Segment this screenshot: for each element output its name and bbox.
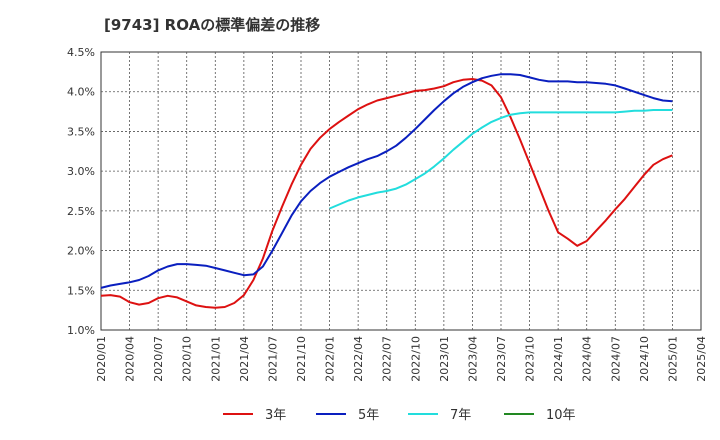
- x-tick-label: 2021/07: [266, 336, 279, 382]
- x-tick-label: 2022/07: [381, 336, 394, 382]
- y-tick-label: 3.5%: [67, 125, 95, 138]
- x-tick-label: 2021/01: [209, 336, 222, 382]
- series-line-3年: [100, 78, 673, 309]
- legend-label-7年: 7年: [450, 408, 471, 423]
- series-line-5年: [100, 73, 673, 289]
- y-tick-label: 1.5%: [67, 284, 95, 297]
- x-tick-label: 2021/10: [295, 336, 308, 382]
- x-tick-label: 2024/10: [638, 336, 651, 382]
- x-tick-label: 2024/04: [581, 336, 594, 382]
- x-tick-label: 2020/04: [124, 336, 137, 382]
- y-tick-label: 3.0%: [67, 165, 95, 178]
- x-tick-label: 2020/01: [95, 336, 108, 382]
- legend-label-10年: 10年: [546, 408, 576, 423]
- x-tick-label: 2022/01: [324, 336, 337, 382]
- x-tick-label: 2021/04: [238, 336, 251, 382]
- x-tick-label: 2023/07: [495, 336, 508, 382]
- x-tick-label: 2020/07: [152, 336, 165, 382]
- x-tick-label: 2023/04: [466, 336, 479, 382]
- legend-label-3年: 3年: [265, 408, 286, 423]
- x-tick-label: 2025/04: [695, 336, 708, 382]
- series-line-7年: [329, 109, 673, 210]
- y-tick-label: 4.0%: [67, 86, 95, 99]
- y-tick-label: 1.0%: [67, 324, 95, 337]
- x-tick-label: 2020/10: [181, 336, 194, 382]
- x-tick-label: 2023/01: [438, 336, 451, 382]
- x-tick-label: 2024/01: [552, 336, 565, 382]
- y-tick-label: 2.0%: [67, 245, 95, 258]
- y-tick-label: 4.5%: [67, 46, 95, 59]
- x-tick-label: 2024/07: [609, 336, 622, 382]
- x-tick-label: 2025/01: [666, 336, 679, 382]
- y-tick-label: 2.5%: [67, 205, 95, 218]
- x-tick-label: 2022/04: [352, 336, 365, 382]
- legend-label-5年: 5年: [358, 408, 379, 423]
- chart-title: [9743] ROAの標準偏差の推移: [104, 16, 321, 34]
- x-tick-label: 2022/10: [409, 336, 422, 382]
- x-tick-label: 2023/10: [524, 336, 537, 382]
- plot-area: [100, 51, 702, 331]
